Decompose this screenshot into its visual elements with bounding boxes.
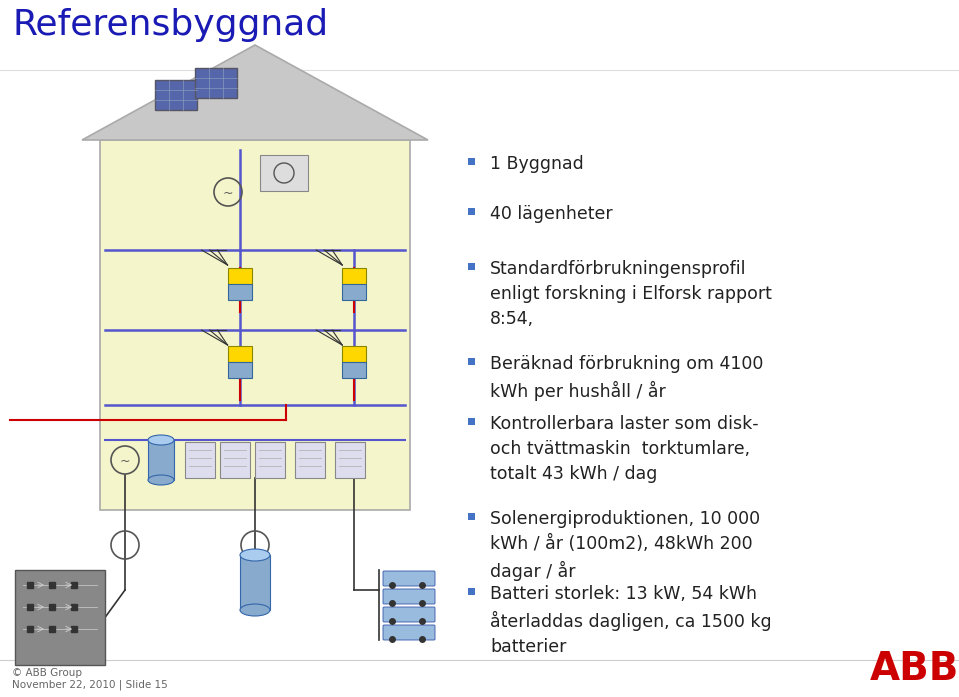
- FancyBboxPatch shape: [15, 570, 105, 665]
- Polygon shape: [82, 45, 428, 140]
- FancyBboxPatch shape: [468, 158, 475, 165]
- FancyBboxPatch shape: [468, 263, 475, 270]
- FancyBboxPatch shape: [227, 346, 251, 362]
- Text: ~: ~: [120, 454, 130, 468]
- FancyBboxPatch shape: [383, 607, 435, 622]
- Text: ABB: ABB: [870, 650, 959, 688]
- FancyBboxPatch shape: [383, 625, 435, 640]
- FancyBboxPatch shape: [342, 284, 366, 300]
- FancyBboxPatch shape: [295, 442, 325, 478]
- FancyBboxPatch shape: [383, 571, 435, 586]
- FancyBboxPatch shape: [335, 442, 365, 478]
- FancyBboxPatch shape: [468, 588, 475, 595]
- FancyBboxPatch shape: [185, 442, 215, 478]
- FancyBboxPatch shape: [260, 155, 308, 191]
- FancyBboxPatch shape: [240, 555, 270, 610]
- FancyBboxPatch shape: [383, 589, 435, 604]
- Ellipse shape: [240, 549, 270, 561]
- Text: © ABB Group
November 22, 2010 | Slide 15: © ABB Group November 22, 2010 | Slide 15: [12, 668, 168, 690]
- Text: 1 Byggnad: 1 Byggnad: [490, 155, 584, 173]
- FancyBboxPatch shape: [342, 268, 366, 284]
- FancyBboxPatch shape: [100, 140, 410, 510]
- Ellipse shape: [148, 475, 174, 485]
- FancyBboxPatch shape: [155, 80, 197, 110]
- FancyBboxPatch shape: [468, 513, 475, 520]
- FancyBboxPatch shape: [468, 418, 475, 425]
- Ellipse shape: [240, 604, 270, 616]
- FancyBboxPatch shape: [342, 362, 366, 378]
- Text: Standardförbrukningensprofil
enligt forskning i Elforsk rapport
8:54,: Standardförbrukningensprofil enligt fors…: [490, 260, 772, 328]
- FancyBboxPatch shape: [468, 208, 475, 215]
- Text: Referensbyggnad: Referensbyggnad: [12, 8, 328, 42]
- Text: Batteri storlek: 13 kW, 54 kWh
återladdas dagligen, ca 1500 kg
batterier: Batteri storlek: 13 kW, 54 kWh återladda…: [490, 585, 772, 656]
- Text: ~: ~: [222, 187, 233, 199]
- Text: Beräknad förbrukning om 4100
kWh per hushåll / år: Beräknad förbrukning om 4100 kWh per hus…: [490, 355, 763, 401]
- FancyBboxPatch shape: [220, 442, 250, 478]
- FancyBboxPatch shape: [227, 362, 251, 378]
- Text: Kontrollerbara laster som disk-
och tvättmaskin  torktumlare,
totalt 43 kWh / da: Kontrollerbara laster som disk- och tvät…: [490, 415, 759, 483]
- FancyBboxPatch shape: [342, 346, 366, 362]
- Ellipse shape: [148, 435, 174, 445]
- Text: 40 lägenheter: 40 lägenheter: [490, 205, 613, 223]
- FancyBboxPatch shape: [227, 284, 251, 300]
- Text: Solenergiproduktionen, 10 000
kWh / år (100m2), 48kWh 200
dagar / år: Solenergiproduktionen, 10 000 kWh / år (…: [490, 510, 760, 581]
- FancyBboxPatch shape: [227, 268, 251, 284]
- FancyBboxPatch shape: [255, 442, 285, 478]
- FancyBboxPatch shape: [148, 440, 174, 480]
- FancyBboxPatch shape: [468, 358, 475, 365]
- FancyBboxPatch shape: [195, 68, 237, 98]
